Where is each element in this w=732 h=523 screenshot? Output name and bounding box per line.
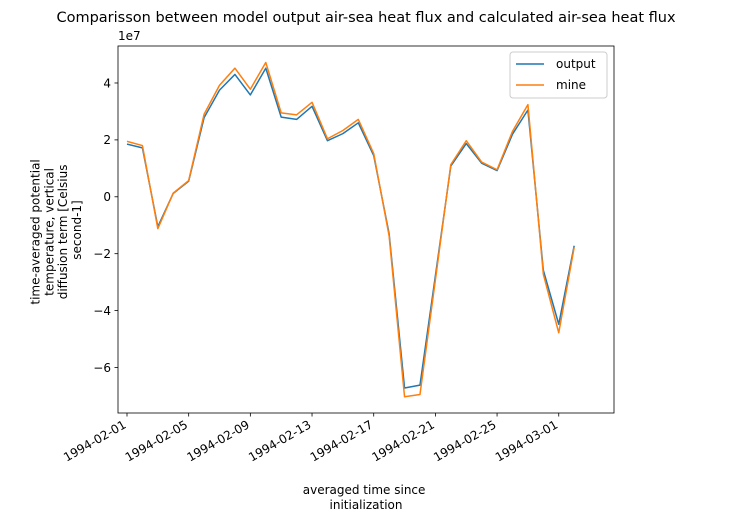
y-axis-label-line-4: second-1] (70, 200, 84, 259)
x-axis: 1994-02-011994-02-051994-02-091994-02-13… (61, 413, 560, 464)
x-tick-label: 1994-02-09 (184, 417, 251, 464)
y-tick-label: 0 (103, 190, 111, 204)
y-offset-label: 1e7 (118, 29, 141, 43)
x-axis-label: averaged time since initialization (303, 483, 429, 512)
y-axis-label-line-2: temperature, vertical (42, 168, 56, 296)
y-tick-label: −4 (93, 304, 111, 318)
x-tick-label: 1994-02-05 (123, 417, 190, 464)
axes-frame (117, 45, 615, 414)
series-layer (126, 61, 575, 398)
y-axis-label-line-3: diffusion term [Celsius (56, 165, 70, 300)
x-tick-label: 1994-02-21 (369, 417, 436, 464)
x-axis-label-line-2: initialization (330, 498, 403, 512)
legend-label-output: output (556, 57, 596, 71)
x-tick-label: 1994-02-25 (431, 417, 498, 464)
chart-title: Comparisson between model output air-sea… (56, 10, 675, 26)
y-tick-label: 4 (103, 76, 111, 90)
x-axis-label-line-1: averaged time since (303, 483, 426, 497)
legend: output mine (509, 51, 608, 99)
y-tick-label: −2 (93, 247, 111, 261)
series-line-output (126, 67, 575, 389)
y-axis-label-line-1: time-averaged potential (29, 159, 43, 304)
x-tick-label: 1994-02-13 (246, 417, 313, 464)
series-line-mine (126, 61, 575, 398)
x-tick-label: 1994-02-01 (61, 417, 128, 464)
x-tick-label: 1994-03-01 (493, 417, 560, 464)
legend-label-mine: mine (556, 78, 586, 92)
y-axis: 4 2 0 −2 −4 −6 (93, 76, 118, 375)
x-tick-label: 1994-02-17 (308, 417, 375, 464)
y-tick-label: −6 (93, 361, 111, 375)
y-tick-label: 2 (103, 133, 111, 147)
y-axis-label: time-averaged potential temperature, ver… (29, 155, 84, 304)
plot-area (117, 45, 615, 414)
